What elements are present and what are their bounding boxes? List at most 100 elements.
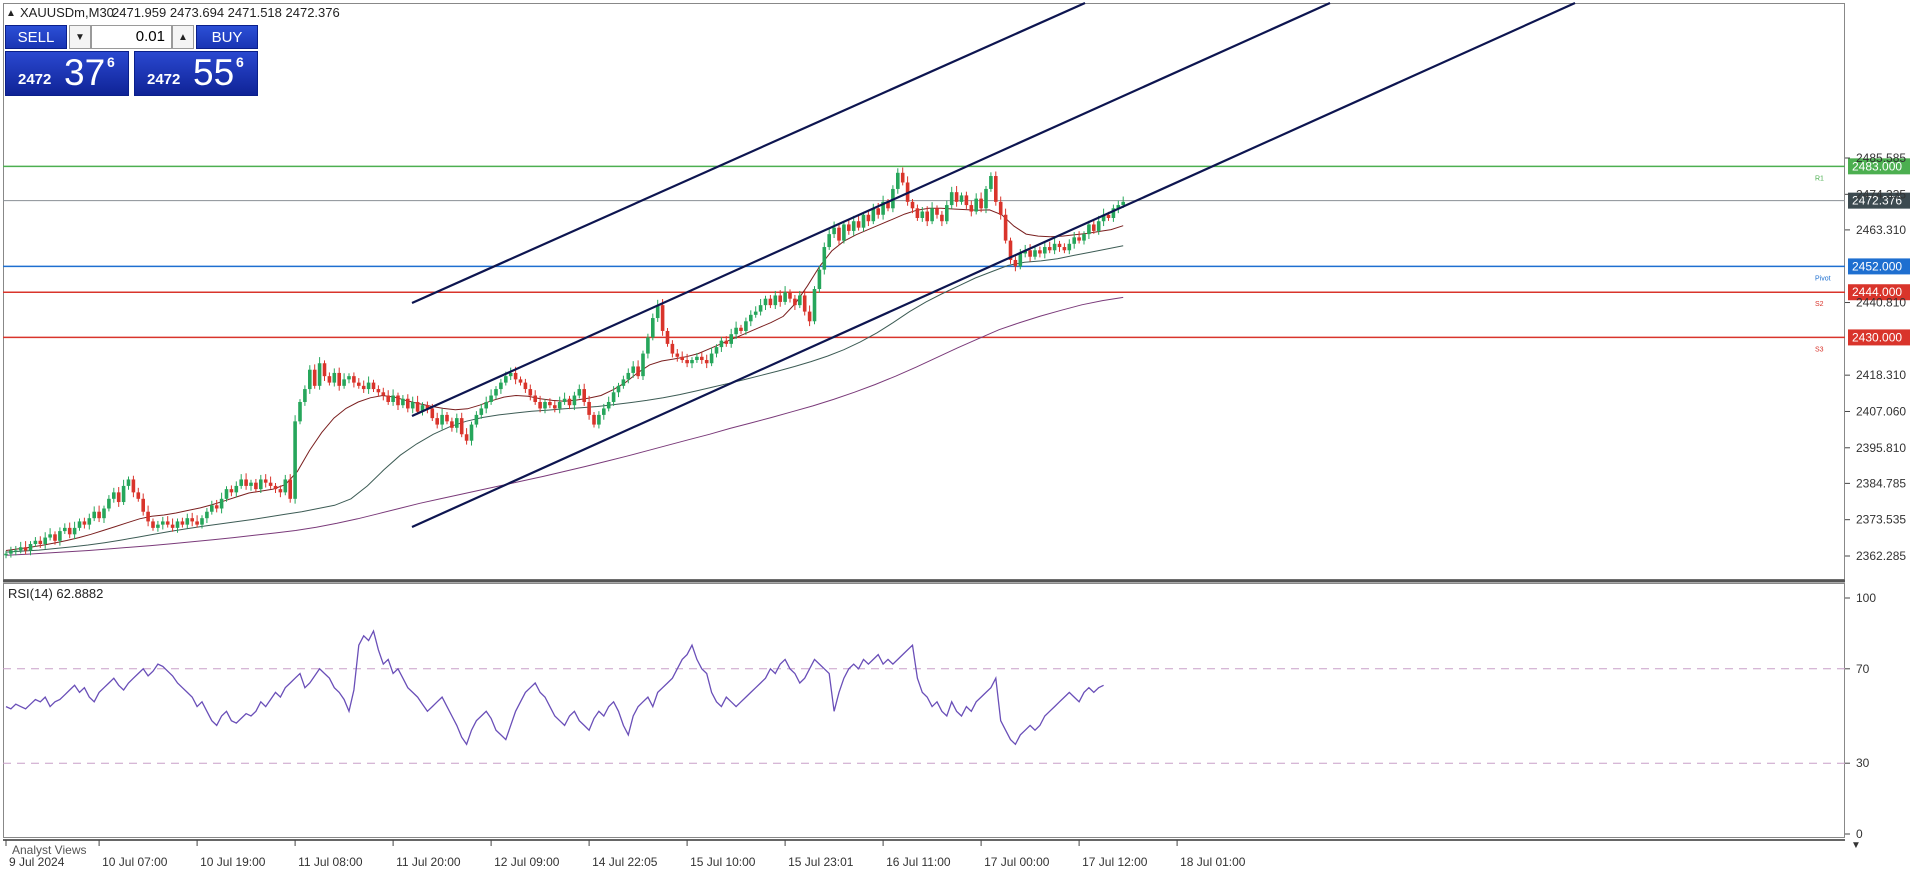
candle-body	[77, 521, 82, 528]
bid-price-point: 6	[107, 54, 115, 70]
bid-price-box[interactable]: 2472 37 6	[5, 51, 129, 96]
channel-lower-line[interactable]	[411, 1, 1576, 529]
bid-price-big: 37	[64, 52, 106, 93]
price-tick-label: 2485.585	[1856, 151, 1906, 165]
candle-body	[984, 188, 988, 209]
candle-body	[244, 479, 248, 486]
candle-body	[337, 372, 341, 386]
candle-body	[63, 527, 67, 532]
candle-body	[112, 492, 116, 499]
candle-body	[724, 340, 729, 344]
candle-body	[376, 389, 381, 393]
channel-middle-line[interactable]	[411, 1, 1331, 418]
s2-level-tag	[1848, 284, 1910, 301]
candle-body	[793, 298, 797, 306]
candle-body	[410, 401, 415, 409]
candle-body	[621, 379, 626, 386]
candle-body	[170, 524, 175, 528]
regression-channel[interactable]	[411, 1, 1576, 529]
candle-body	[528, 389, 533, 396]
candle-body	[1067, 243, 1072, 251]
candle-body	[469, 424, 474, 441]
scroll-icon[interactable]: ▼	[1851, 840, 1861, 851]
candle-body	[998, 201, 1003, 215]
candle-body	[401, 398, 405, 406]
price-tick-label: 2373.535	[1856, 513, 1906, 527]
channel-upper-line[interactable]	[411, 1, 1086, 305]
candle-body	[577, 389, 582, 396]
ma-fast-line[interactable]	[5, 207, 1124, 551]
lot-increase-icon[interactable]: ▲	[172, 25, 194, 49]
candle-body	[200, 518, 204, 525]
candle-body	[690, 360, 694, 364]
rsi-line[interactable]	[5, 629, 1104, 746]
candle-body	[783, 292, 787, 302]
candle-body	[214, 505, 219, 509]
candle-body	[396, 395, 400, 406]
s2-level-caption: S2	[1815, 301, 1824, 308]
ma-medium-line[interactable]	[5, 245, 1124, 553]
candle-body	[415, 401, 420, 412]
candle-body	[994, 176, 998, 202]
candle-body	[1057, 243, 1062, 248]
time-tick-label: 17 Jul 12:00	[1082, 855, 1148, 869]
r1-level-tag	[1848, 158, 1910, 175]
candle-body	[768, 298, 773, 306]
candle-body	[675, 353, 680, 357]
candle-body	[278, 489, 283, 493]
candle-body	[97, 511, 101, 519]
candle-body	[822, 247, 827, 270]
rsi-label: RSI(14) 62.8882	[8, 586, 103, 601]
candle-body	[866, 214, 871, 222]
candle-body	[293, 421, 297, 499]
candle-body	[161, 521, 165, 525]
candle-body	[102, 508, 106, 519]
candle-body	[28, 544, 33, 551]
ma-slow-line[interactable]	[5, 296, 1124, 556]
candle-body	[18, 547, 23, 551]
ask-price-box[interactable]: 2472 55 6	[134, 51, 258, 96]
ask-price-big: 55	[193, 52, 235, 93]
candle-body	[430, 408, 435, 419]
analyst-views-tab[interactable]: Analyst Views	[12, 843, 86, 857]
lot-size-input[interactable]: 0.01	[91, 25, 172, 49]
candle-body	[234, 485, 239, 493]
candle-body	[572, 395, 577, 406]
ask-price-main: 2472	[147, 71, 181, 88]
candle-body	[141, 498, 145, 512]
buy-button[interactable]: BUY	[196, 25, 258, 49]
candle-body	[87, 518, 92, 525]
rsi-frame	[3, 583, 1845, 838]
candle-body	[670, 343, 675, 354]
candle-body	[53, 534, 57, 541]
candle-body	[180, 521, 185, 525]
candle-body	[930, 208, 934, 222]
candle-body	[254, 482, 258, 490]
candle-body	[342, 379, 346, 386]
candle-body	[1052, 243, 1057, 251]
candle-body	[964, 195, 969, 206]
candle-body	[165, 521, 170, 525]
time-tick-label: 15 Jul 10:00	[690, 855, 756, 869]
sell-button[interactable]: SELL	[5, 25, 67, 49]
lot-decrease-icon[interactable]: ▼	[69, 25, 91, 49]
candle-body	[935, 208, 939, 215]
candle-body	[445, 414, 449, 422]
candle-body	[945, 205, 949, 222]
candle-body	[224, 489, 229, 499]
candle-body	[1077, 237, 1081, 241]
candle-body	[773, 295, 778, 306]
price-tick-label: 2418.310	[1856, 368, 1906, 382]
candle-body	[562, 398, 567, 402]
candle-body	[812, 289, 817, 322]
candle-body	[807, 311, 812, 322]
candle-body	[48, 534, 52, 538]
candle-body	[107, 498, 111, 509]
candle-body	[263, 479, 268, 483]
candle-body	[1092, 224, 1096, 231]
time-tick-label: 14 Jul 22:05	[592, 855, 658, 869]
candle-body	[459, 418, 464, 435]
rsi-tick-label: 100	[1856, 591, 1876, 605]
candle-body	[856, 221, 861, 228]
